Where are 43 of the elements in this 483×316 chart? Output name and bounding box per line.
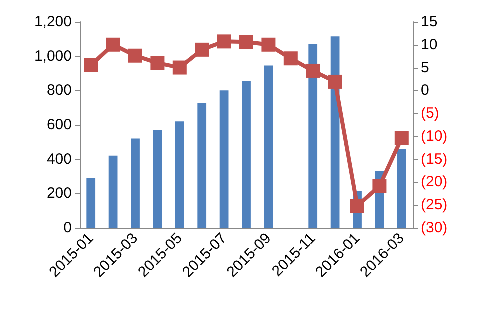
bar [86,178,96,228]
point [128,48,142,63]
y2-tick-label: (30) [421,220,448,236]
y-tick-label: 400 [46,150,72,168]
y2-tick-label: (15) [421,150,448,168]
y-tick-label: 800 [46,82,72,100]
point [84,58,98,72]
point [306,64,320,78]
bar [242,81,251,228]
y-tick-label: 200 [46,185,72,202]
y2-tick-label: 15 [421,14,438,30]
point [394,131,409,146]
point [240,35,254,50]
point [262,38,276,52]
y-tick-label: 600 [46,116,72,134]
bar [198,104,207,228]
point [284,52,298,66]
y2-tick-label: (5) [421,105,440,122]
bar [264,66,274,228]
bar [308,44,318,228]
bar [108,156,118,228]
point [372,179,387,194]
y2-tick-label: (10) [421,128,448,145]
point [217,34,232,49]
y-tick-label: 0 [64,220,72,236]
point [195,42,210,57]
y-tick-label: 1,000 [34,48,72,65]
y2-tick-label: (25) [421,196,448,214]
point [350,199,364,214]
bar [397,149,406,228]
bar [153,130,162,228]
y2-tick-label: 0 [421,82,430,100]
y2-tick-label: 5 [421,59,430,76]
y-tick-label: 1,200 [34,14,72,30]
point [172,60,187,75]
point [150,56,165,70]
point [328,74,342,89]
bar [131,138,140,228]
bar [175,122,184,228]
y2-tick-label: 10 [421,36,438,54]
bar [220,90,229,228]
y2-tick-label: (20) [421,174,448,191]
point [106,38,120,52]
